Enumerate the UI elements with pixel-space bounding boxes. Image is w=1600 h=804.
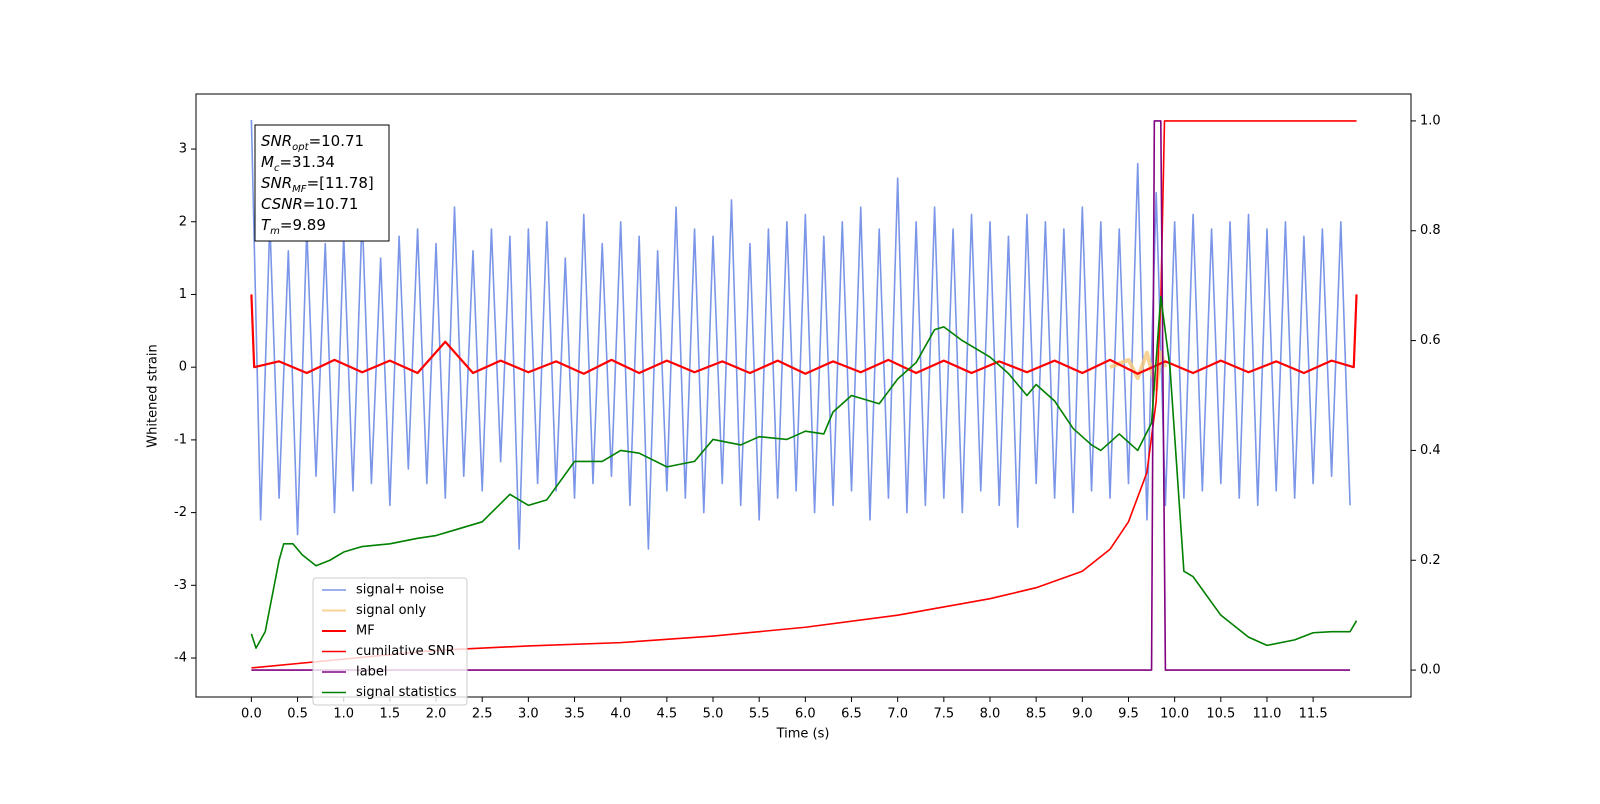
x-tick-label: 0.5 [287,707,308,722]
x-tick-label: 3.5 [564,707,585,722]
annotation-symbol: CSNR [261,195,303,213]
legend-label: MF [356,624,375,639]
x-tick-label: 10.0 [1160,707,1189,722]
annotation-line: CSNR=10.71 [261,195,358,213]
y-tick-label: 0 [179,360,187,375]
annotation-symbol: M [261,153,274,171]
annotation-value: =10.71 [309,132,365,150]
x-tick-label: 5.5 [749,707,770,722]
x-tick-label: 4.0 [610,707,631,722]
series-line [250,294,1358,375]
annotation-line: SNRMF=[11.78] [261,174,374,195]
x-tick-label: 9.0 [1072,707,1093,722]
annotation-symbol: SNR [261,132,292,150]
annotation-box: SNRopt=10.71Mc=31.34SNRMF=[11.78]CSNR=10… [254,124,390,242]
x-tick-label: 7.0 [887,707,908,722]
x-tick-label: 11.5 [1299,707,1328,722]
x-tick-label: 11.0 [1252,707,1281,722]
x-tick-label: 1.0 [333,707,354,722]
y-tick-label: -1 [174,432,187,447]
x-axis-label: Time (s) [776,727,830,742]
annotation-subscript: c [274,163,280,174]
y2-tick-label: 0.2 [1420,553,1441,568]
annotation-value: =10.71 [303,195,359,213]
annotation-line: SNRopt=10.71 [261,132,364,153]
legend-label: label [356,665,387,680]
y-tick-label: -3 [174,578,187,593]
y2-tick-label: 0.8 [1420,223,1441,238]
y-tick-label: -4 [174,651,187,666]
legend-label: signal only [356,603,426,618]
y-axis-label: Whitened strain [146,344,161,447]
x-tick-label: 4.5 [657,707,678,722]
plot-frame [195,93,1412,698]
annotation-symbol: T [261,216,272,234]
annotation-subscript: opt [292,142,309,153]
x-tick-label: 8.0 [980,707,1001,722]
annotation-line: Mc=31.34 [261,153,335,174]
y-tick-label: 1 [179,287,187,302]
series-line [1109,350,1168,391]
legend-label: cumilative SNR [356,644,455,659]
annotation-subscript: MF [292,184,307,195]
x-tick-label: 3.0 [518,707,539,722]
y2-tick-label: 0.4 [1420,443,1441,458]
annotation-subscript: m [270,226,280,237]
x-tick-label: 1.5 [380,707,401,722]
x-tick-label: 5.0 [703,707,724,722]
x-tick-label: 7.5 [933,707,954,722]
y2-tick-label: 1.0 [1420,113,1441,128]
annotation-line: Tm=9.89 [261,216,326,237]
y-tick-label: 2 [179,214,187,229]
annotation-symbol: SNR [261,174,292,192]
x-tick-label: 6.0 [795,707,816,722]
legend-label: signal statistics [356,685,457,700]
series-line [251,120,1357,669]
x-tick-label: 8.5 [1026,707,1047,722]
y-tick-label: -2 [174,505,187,520]
annotation-value: =[11.78] [307,174,374,192]
legend-label: signal+ noise [356,583,444,598]
x-tick-label: 10.5 [1206,707,1235,722]
y2-tick-label: 0.0 [1420,663,1441,678]
x-tick-label: 2.0 [426,707,447,722]
x-tick-label: 9.5 [1118,707,1139,722]
y-tick-label: 3 [179,142,187,157]
series-line [250,295,1358,649]
annotation-value: =9.89 [280,216,326,234]
y2-tick-label: 0.6 [1420,333,1441,348]
legend-frame [312,577,468,706]
series-line [250,119,1351,550]
x-tick-label: 2.5 [472,707,493,722]
series-line [251,120,1351,671]
annotation-frame [254,124,390,242]
x-tick-label: 0.0 [241,707,262,722]
annotation-value: =31.34 [279,153,335,171]
x-tick-label: 6.5 [841,707,862,722]
legend: signal+ noise signal only MF cumilative SNR… [312,577,468,706]
